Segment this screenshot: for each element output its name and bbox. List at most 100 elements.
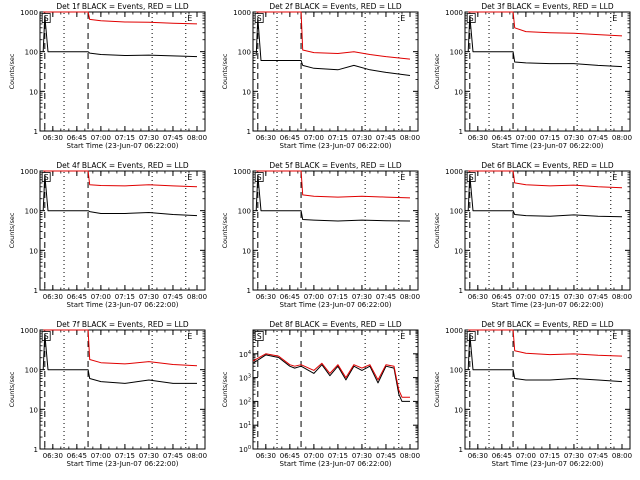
y-tick-label: 100	[450, 208, 463, 216]
y-tick-label: 1000	[445, 168, 463, 176]
y-tick-label: 100	[238, 208, 251, 216]
plot-frame	[39, 329, 206, 450]
series-line-lld	[468, 170, 623, 189]
x-tick-label: 07:30	[139, 293, 159, 301]
start-marker-box	[41, 331, 51, 341]
series-line-lld	[468, 11, 623, 37]
x-tick-label: 07:45	[163, 134, 183, 142]
y-axis-label: Counts/sec	[8, 371, 16, 407]
y-tick-label: 10	[454, 247, 463, 255]
end-marker-label: E	[400, 173, 405, 182]
x-tick-label: 08:00	[612, 293, 632, 301]
start-marker-label: S	[257, 332, 262, 341]
x-axis-label: Start Time (23-Jun-07 06:22:00)	[492, 142, 604, 150]
start-marker-box	[41, 13, 51, 23]
x-tick-label: 06:30	[43, 452, 63, 460]
x-tick-label: 06:45	[492, 134, 512, 142]
x-tick-label: 07:15	[540, 452, 560, 460]
plot-frame	[464, 11, 631, 132]
series-line-events	[42, 333, 197, 384]
series-line-events	[252, 354, 410, 402]
x-tick-label: 06:45	[67, 452, 87, 460]
y-tick-label: 1	[459, 128, 463, 136]
chart-title: Det 5f BLACK = Events, RED = LLD	[269, 161, 402, 170]
x-axis-label: Start Time (23-Jun-07 06:22:00)	[67, 460, 179, 468]
chart-panel-3: Det 3f BLACK = Events, RED = LLD 1 10 100 10…	[433, 2, 632, 150]
x-tick-label: 07:15	[115, 293, 135, 301]
start-marker-box	[466, 172, 476, 182]
start-marker-box	[466, 13, 476, 23]
x-tick-label: 07:30	[564, 134, 584, 142]
x-tick-label: 07:00	[516, 452, 536, 460]
x-tick-label: 07:15	[540, 134, 560, 142]
x-axis-label: Start Time (23-Jun-07 06:22:00)	[280, 460, 392, 468]
x-tick-label: 07:00	[304, 134, 324, 142]
y-tick-label: 100	[25, 367, 38, 375]
y-tick-label: 100	[25, 208, 38, 216]
y-tick-label: 10	[454, 88, 463, 96]
y-axis-label: Counts/sec	[221, 53, 229, 89]
start-marker-label: S	[257, 173, 262, 182]
x-tick-label: 06:45	[280, 452, 300, 460]
y-tick-label: 1	[459, 287, 463, 295]
series-line-events	[42, 15, 198, 58]
x-tick-label: 07:45	[376, 134, 396, 142]
x-tick-label: 07:30	[139, 134, 159, 142]
end-marker-label: E	[187, 173, 192, 182]
x-tick-label: 06:45	[67, 293, 87, 301]
x-tick-label: 06:30	[43, 293, 63, 301]
start-marker-box	[41, 172, 51, 182]
x-tick-label: 07:30	[352, 452, 372, 460]
series-line-events	[255, 17, 411, 76]
x-tick-label: 07:15	[328, 293, 348, 301]
series-line-events	[467, 333, 623, 383]
chart-panel-5: Det 5f BLACK = Events, RED = LLD 1 10 100 10…	[221, 161, 420, 309]
x-tick-label: 06:30	[468, 293, 488, 301]
x-tick-label: 06:45	[492, 293, 512, 301]
chart-title: Det 1f BLACK = Events, RED = LLD	[56, 2, 189, 11]
y-tick-label: 104	[239, 350, 251, 359]
start-marker-box	[466, 331, 476, 341]
series-line-lld	[256, 11, 411, 60]
x-tick-label: 08:00	[400, 293, 420, 301]
plot-frame	[464, 170, 631, 291]
x-tick-label: 07:45	[163, 293, 183, 301]
plot-frame	[252, 329, 419, 450]
x-tick-label: 06:45	[280, 293, 300, 301]
y-axis-label: Counts/sec	[8, 212, 16, 248]
x-tick-label: 06:30	[256, 293, 276, 301]
plot-frame	[39, 11, 206, 132]
x-tick-label: 08:00	[187, 452, 207, 460]
x-tick-label: 07:45	[588, 293, 608, 301]
chart-panel-7: Det 7f BLACK = Events, RED = LLD 1 10 100 10…	[8, 320, 207, 468]
x-tick-label: 07:30	[564, 293, 584, 301]
y-tick-label: 1	[34, 446, 38, 454]
series-line-events	[255, 174, 411, 222]
x-tick-label: 06:45	[280, 134, 300, 142]
plot-frame	[464, 329, 631, 450]
x-tick-label: 07:30	[564, 452, 584, 460]
end-marker-label: E	[400, 332, 405, 341]
y-tick-label: 1000	[445, 9, 463, 17]
x-tick-label: 08:00	[400, 134, 420, 142]
y-axis-label: Counts/sec	[433, 371, 441, 407]
chart-title: Det 8f BLACK = Events, RED = LLD	[269, 320, 402, 329]
y-tick-label: 1	[459, 446, 463, 454]
x-tick-label: 07:15	[540, 293, 560, 301]
x-tick-label: 07:45	[588, 452, 608, 460]
x-tick-label: 06:30	[43, 134, 63, 142]
x-tick-label: 07:30	[139, 452, 159, 460]
x-tick-label: 07:00	[304, 293, 324, 301]
end-marker-label: E	[612, 332, 617, 341]
y-tick-label: 1000	[233, 9, 251, 17]
x-tick-label: 07:00	[304, 452, 324, 460]
x-axis-label: Start Time (23-Jun-07 06:22:00)	[492, 460, 604, 468]
start-marker-label: S	[44, 173, 49, 182]
y-tick-label: 10	[29, 247, 38, 255]
x-tick-label: 07:45	[376, 452, 396, 460]
x-axis-label: Start Time (23-Jun-07 06:22:00)	[280, 301, 392, 309]
x-axis-label: Start Time (23-Jun-07 06:22:00)	[280, 142, 392, 150]
series-line-lld	[43, 11, 198, 25]
plot-frame	[252, 11, 419, 132]
